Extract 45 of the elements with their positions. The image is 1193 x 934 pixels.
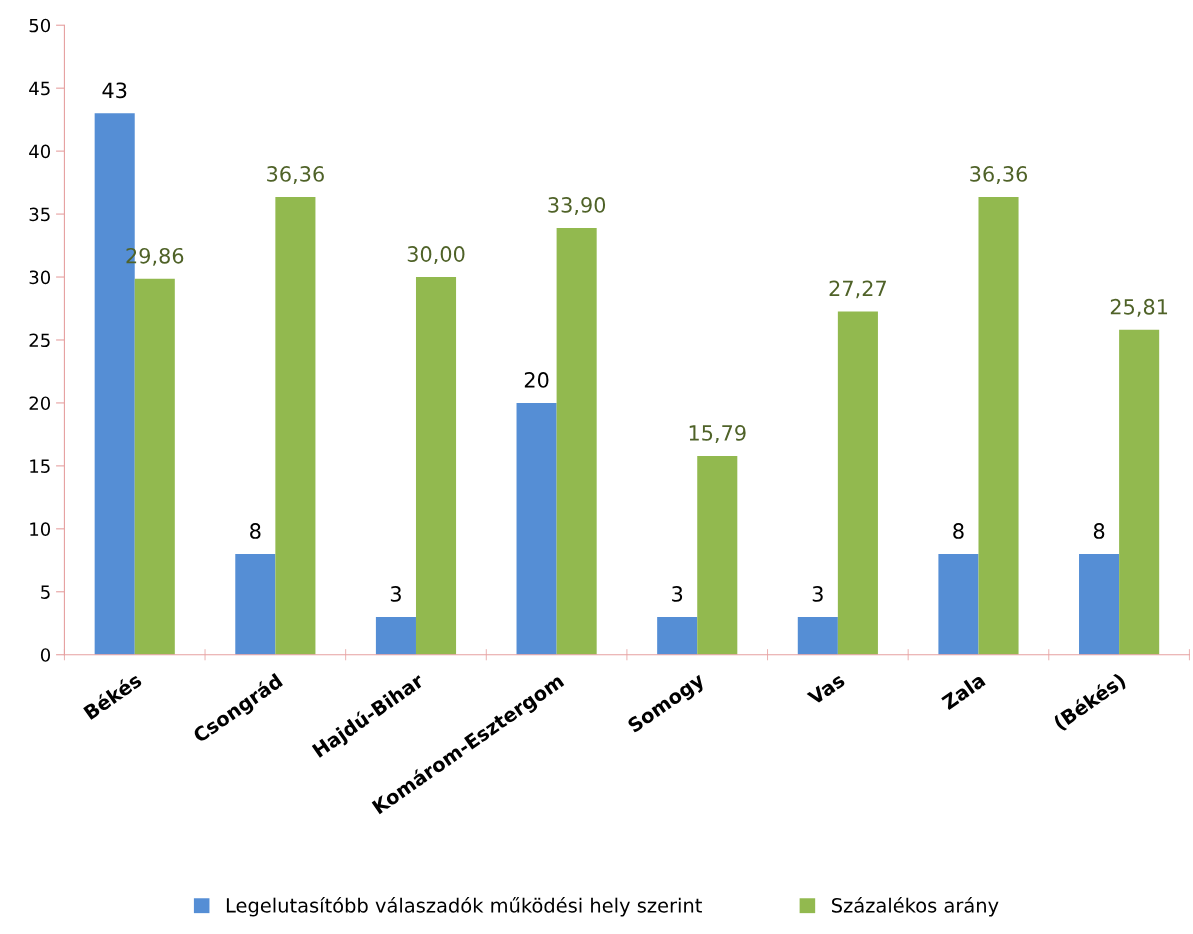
x-tick-label: Zala	[940, 672, 986, 711]
bar	[1119, 329, 1160, 655]
bar	[375, 616, 416, 655]
bar	[938, 554, 979, 655]
data-label: 8	[1093, 523, 1105, 539]
y-tick-label: 45	[29, 81, 50, 96]
bar	[235, 554, 276, 655]
y-tick-label: 5	[41, 585, 50, 599]
data-label: 3	[812, 586, 823, 602]
bar	[134, 278, 175, 655]
data-label: 36,36	[267, 166, 324, 184]
y-tick-label: 0	[40, 648, 51, 662]
data-label: 33,90	[548, 197, 606, 215]
y-tick-label: 15	[30, 459, 50, 473]
data-label: 20	[524, 372, 549, 388]
legend-label: Legelutasítóbb válaszadók működési hely szerint	[226, 896, 702, 917]
data-label: 8	[250, 523, 261, 539]
data-label: 36,36	[970, 166, 1028, 184]
data-label: 3	[390, 586, 401, 602]
bar	[516, 402, 557, 655]
bar	[1079, 554, 1120, 655]
data-label: 27,27	[829, 280, 886, 299]
data-label: 43	[102, 82, 127, 99]
data-label: 3	[672, 586, 683, 602]
y-tick-label: 10	[30, 522, 51, 536]
data-label: 15,79	[689, 425, 746, 443]
bar	[657, 616, 698, 655]
bar	[556, 227, 597, 655]
bar	[415, 277, 457, 655]
data-label: 25,81	[1110, 298, 1168, 317]
x-tick-label: Vas	[806, 672, 846, 706]
bar	[697, 455, 738, 655]
bar	[797, 616, 838, 655]
y-tick-label: 20	[29, 396, 51, 411]
bar	[275, 196, 316, 655]
y-tick-label: 40	[29, 144, 51, 159]
y-tick-label: 35	[29, 207, 50, 222]
y-tick-label: 25	[29, 333, 50, 348]
bar	[837, 311, 878, 655]
y-tick-label: 50	[29, 18, 51, 33]
y-tick-label: 30	[29, 270, 51, 285]
data-label: 8	[953, 523, 964, 539]
bar	[978, 196, 1019, 655]
data-label: 30,00	[407, 246, 465, 264]
legend-label: Százalékos arány	[832, 896, 999, 917]
